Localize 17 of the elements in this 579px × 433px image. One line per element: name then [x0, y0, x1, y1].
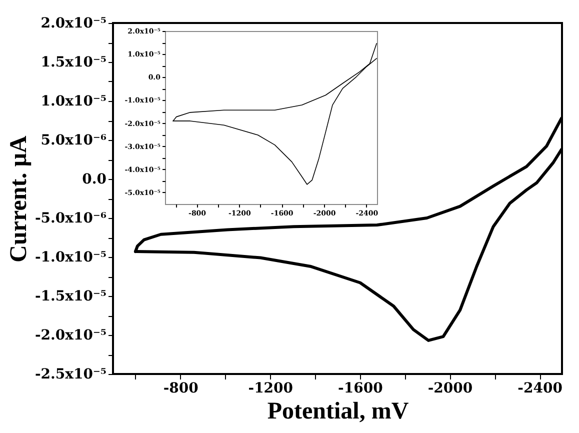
- x-tick-label: -1600: [338, 380, 384, 396]
- y-tick-label: 1.0x10⁻⁵: [40, 94, 106, 110]
- y-axis-title: Current. µA: [6, 134, 32, 262]
- y-tick-label: 1.5x10⁻⁵: [40, 54, 106, 70]
- y-tick-label: -5.0x10⁻⁶: [34, 210, 106, 226]
- y-tick-label: -2.5x10⁻⁵: [34, 366, 106, 382]
- x-tick-label: -2400: [518, 380, 563, 396]
- x-tick-label: -2000: [428, 380, 473, 396]
- y-tick-label: -1.5x10⁻⁵: [34, 288, 106, 304]
- y-tick-label: 5.0x10⁻⁶: [40, 132, 106, 148]
- x-axis-title: Potential, mV: [267, 398, 410, 424]
- x-tick-label: -800: [163, 380, 199, 396]
- y-tick-label: 0.0: [82, 172, 107, 188]
- y-tick-label: -1.0x10⁻⁵: [34, 250, 106, 266]
- y-tick-label: -2.0x10⁻⁵: [34, 328, 106, 344]
- y-tick-label: 2.0x10⁻⁵: [40, 16, 106, 32]
- x-tick-label: -1200: [248, 380, 294, 396]
